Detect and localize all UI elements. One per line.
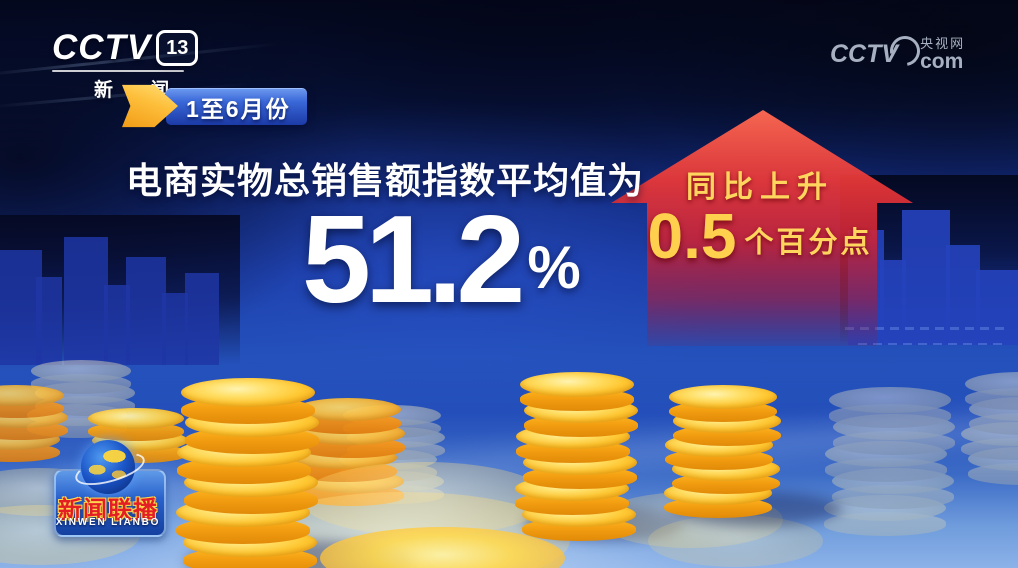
headline-title: 电商实物总销售额指数平均值为 <box>126 160 645 201</box>
building-silhouette <box>64 237 108 365</box>
coin <box>520 372 634 411</box>
channel-bug-rule <box>52 70 184 72</box>
comparison-value: 0.5 <box>647 200 737 272</box>
comparison-label: 同比上升 <box>686 171 834 204</box>
coin-face <box>832 468 954 495</box>
coin-face <box>520 372 634 397</box>
building-silhouette <box>36 277 62 365</box>
coin-side <box>968 462 1018 485</box>
coin-face <box>181 378 315 408</box>
coin-stack <box>0 385 69 462</box>
coin <box>968 447 1018 485</box>
coin-side <box>825 458 947 482</box>
channel-bug-row: CCTV 13 <box>52 28 199 68</box>
channel-brand: CCTV <box>52 28 152 67</box>
coin-face <box>0 385 64 407</box>
building-silhouette <box>0 250 42 365</box>
coin <box>0 385 64 418</box>
coin-face <box>295 398 401 422</box>
coin <box>832 468 954 509</box>
building-silhouette <box>185 273 219 365</box>
building-silhouette <box>946 245 980 345</box>
building-silhouette <box>976 270 1018 345</box>
comparison-stat: 0.5 个百分点 <box>595 204 925 268</box>
building-silhouette <box>902 210 950 345</box>
city-skyline-left <box>0 215 240 365</box>
coin <box>829 387 951 428</box>
coin-side <box>824 512 946 536</box>
coin-stack <box>824 387 956 536</box>
building-silhouette <box>126 257 166 365</box>
percent-sign: % <box>527 234 581 301</box>
coin <box>181 378 315 424</box>
coin <box>961 422 1018 460</box>
globe-icon <box>81 440 135 494</box>
building-silhouette <box>162 293 188 365</box>
coin-disc <box>648 515 823 567</box>
coin-face <box>833 414 955 441</box>
coin <box>825 441 947 482</box>
coin <box>969 397 1018 435</box>
coin <box>824 495 946 536</box>
program-title-en: XINWEN LIANBO <box>55 517 161 528</box>
headline-number: 51.2 <box>302 191 525 329</box>
coin-face <box>88 408 184 430</box>
coin <box>965 372 1018 410</box>
coin-stack <box>176 378 320 568</box>
coin-stack <box>664 385 782 518</box>
coin-stack <box>961 372 1018 485</box>
coin-side <box>829 404 951 428</box>
increase-arrow-graphic: 同比上升 0.5 个百分点 <box>595 106 925 351</box>
watermark-brand: CCTV <box>830 39 899 68</box>
watermark-site: 央视网 <box>920 35 966 51</box>
watermark-domain: com <box>920 49 964 73</box>
headline-value: 51.2 % <box>302 198 581 322</box>
coin-side <box>965 387 1018 410</box>
program-title-cn: 新闻联播 <box>58 497 158 524</box>
coin-side <box>833 431 955 455</box>
coin-stack <box>515 372 639 541</box>
program-logo: 新闻联播 XINWEN LIANBO <box>52 440 166 537</box>
coin-side <box>961 437 1018 460</box>
cctv-watermark: CCTV 央视网 com <box>830 30 965 72</box>
watermark-site-block: 央视网 com <box>920 37 965 72</box>
channel-bug: CCTV 13 新 闻 <box>52 28 199 102</box>
building-silhouette <box>104 285 130 365</box>
coin <box>88 408 184 441</box>
coin-face <box>825 441 947 468</box>
window-lights <box>845 327 1010 330</box>
channel-number-badge: 13 <box>156 30 199 66</box>
coin <box>669 385 777 422</box>
up-arrow-icon <box>611 110 913 346</box>
comparison-unit: 个百分点 <box>744 227 873 259</box>
building-silhouette <box>880 260 906 345</box>
period-label: 1至6月份 <box>166 88 307 125</box>
period-badge: 1至6月份 <box>122 84 307 128</box>
window-lights <box>858 343 1008 345</box>
coin-side <box>969 412 1018 435</box>
coin <box>833 414 955 455</box>
coin-side <box>832 485 954 509</box>
coin <box>295 398 401 434</box>
coin-face <box>829 387 951 414</box>
coin-face <box>31 360 131 382</box>
coin-face <box>824 495 946 522</box>
coin-face <box>669 385 777 409</box>
